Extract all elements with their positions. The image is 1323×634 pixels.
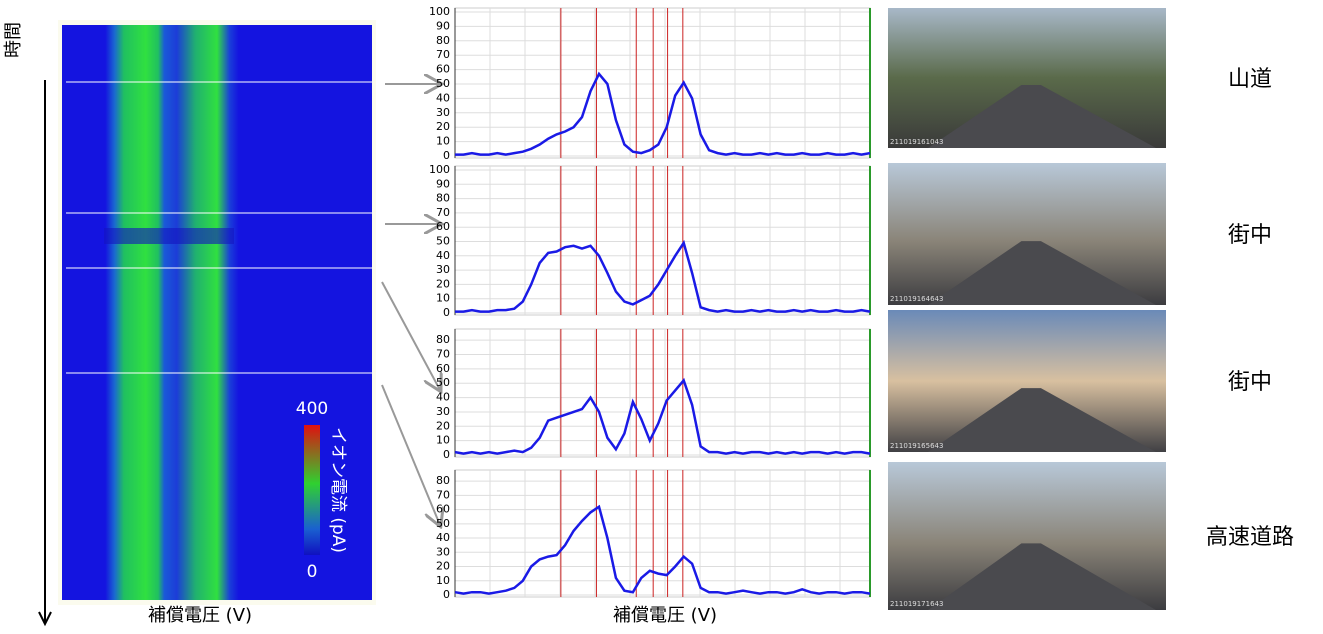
- y-tick-label: 80: [436, 474, 450, 487]
- photo-label: 街中: [1228, 370, 1272, 395]
- y-tick-label: 10: [436, 574, 450, 587]
- y-tick-label: 20: [436, 560, 450, 573]
- y-tick-label: 20: [436, 419, 450, 432]
- y-tick-label: 20: [436, 277, 450, 290]
- photo-label: 高速道路: [1206, 525, 1294, 550]
- plot-area: [455, 166, 870, 315]
- figure: 211019161043 山道 211019164643 街中 211019165643…: [0, 0, 1323, 634]
- y-tick-label: 70: [436, 206, 450, 219]
- y-tick-label: 100: [429, 163, 450, 176]
- y-tick-label: 10: [436, 292, 450, 305]
- y-tick-label: 0: [443, 448, 450, 461]
- y-tick-label: 40: [436, 91, 450, 104]
- arrow: [382, 385, 440, 525]
- y-axis-label: 時間: [3, 22, 24, 58]
- colorbar-tick-label: 400: [296, 399, 328, 419]
- arrow: [382, 282, 440, 390]
- y-tick-label: 30: [436, 405, 450, 418]
- photo-timestamp: 211019164643: [890, 295, 943, 303]
- plot-area: [455, 470, 870, 597]
- y-tick-label: 70: [436, 488, 450, 501]
- photo-timestamp: 211019171643: [890, 600, 943, 608]
- y-tick-label: 90: [436, 19, 450, 32]
- arrows: [382, 84, 440, 525]
- x-axis-label: 補償電圧 (V): [613, 605, 717, 626]
- photo-timestamp: 211019161043: [890, 138, 943, 146]
- y-tick-label: 60: [436, 503, 450, 516]
- y-tick-label: 70: [436, 348, 450, 361]
- y-tick-label: 60: [436, 220, 450, 233]
- x-axis-label: 補償電圧 (V): [148, 605, 252, 626]
- y-tick-label: 60: [436, 63, 450, 76]
- photo-label: 街中: [1228, 223, 1272, 248]
- y-tick-label: 20: [436, 120, 450, 133]
- colorbar-tick-label: 0: [307, 562, 318, 582]
- y-tick-label: 10: [436, 135, 450, 148]
- heatmap-image: [62, 25, 372, 600]
- y-tick-label: 30: [436, 106, 450, 119]
- heatmap-panel: [39, 20, 376, 624]
- y-tick-label: 100: [429, 5, 450, 18]
- y-tick-label: 30: [436, 263, 450, 276]
- colorbar: [304, 425, 320, 555]
- y-tick-label: 60: [436, 362, 450, 375]
- y-tick-label: 50: [436, 235, 450, 248]
- y-tick-label: 0: [443, 588, 450, 601]
- y-tick-label: 40: [436, 249, 450, 262]
- photo-label: 山道: [1228, 67, 1272, 92]
- y-tick-label: 50: [436, 517, 450, 530]
- photo-timestamp: 211019165643: [890, 442, 943, 450]
- y-tick-label: 70: [436, 48, 450, 61]
- photos: 211019161043 山道 211019164643 街中 211019165643…: [888, 8, 1294, 610]
- y-tick-label: 50: [436, 376, 450, 389]
- y-tick-label: 80: [436, 34, 450, 47]
- colorbar-label: イオン電流 (pA): [328, 427, 348, 553]
- y-tick-label: 90: [436, 177, 450, 190]
- y-tick-label: 40: [436, 531, 450, 544]
- heatmap-band: [104, 228, 234, 244]
- y-tick-label: 80: [436, 333, 450, 346]
- plot-area: [455, 329, 870, 457]
- y-tick-label: 0: [443, 149, 450, 162]
- y-tick-label: 40: [436, 391, 450, 404]
- y-tick-label: 30: [436, 545, 450, 558]
- y-tick-label: 80: [436, 192, 450, 205]
- y-tick-label: 50: [436, 77, 450, 90]
- y-tick-label: 0: [443, 306, 450, 319]
- y-tick-label: 10: [436, 434, 450, 447]
